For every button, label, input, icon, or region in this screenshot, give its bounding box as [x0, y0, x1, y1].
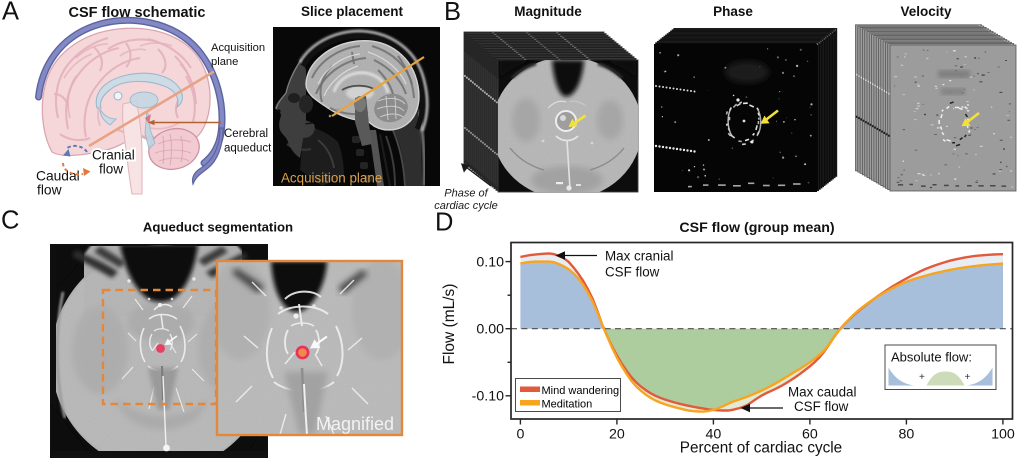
- svg-text:Acquisition plane: Acquisition plane: [281, 171, 382, 186]
- svg-text:Slice placement: Slice placement: [301, 4, 404, 19]
- svg-text:0.00: 0.00: [476, 322, 504, 338]
- svg-text:Percent of cardiac cycle: Percent of cardiac cycle: [680, 440, 842, 457]
- svg-text:Max caudal: Max caudal: [788, 385, 857, 400]
- svg-text:D: D: [435, 209, 453, 237]
- svg-text:Phase of: Phase of: [444, 188, 488, 200]
- svg-text:CSF flow (group mean): CSF flow (group mean): [679, 220, 835, 236]
- svg-text:CSF flow schematic: CSF flow schematic: [69, 5, 206, 21]
- svg-text:40: 40: [706, 427, 722, 443]
- svg-text:20: 20: [609, 427, 625, 443]
- svg-text:-0.10: -0.10: [472, 389, 504, 405]
- svg-text:Phase: Phase: [713, 4, 753, 19]
- svg-text:CSF flow: CSF flow: [605, 265, 660, 280]
- svg-text:B: B: [444, 0, 461, 26]
- svg-text:Magnitude: Magnitude: [514, 4, 582, 19]
- svg-text:C: C: [1, 207, 19, 235]
- svg-text:Caudal: Caudal: [36, 169, 80, 184]
- svg-text:Magnified: Magnified: [316, 414, 394, 434]
- svg-text:aqueduct: aqueduct: [224, 143, 272, 155]
- svg-text:Acquisition: Acquisition: [211, 42, 265, 54]
- svg-text:flow: flow: [37, 183, 62, 198]
- svg-text:Aqueduct segmentation: Aqueduct segmentation: [143, 220, 293, 235]
- svg-text:Absolute flow:: Absolute flow:: [891, 350, 972, 365]
- svg-text:flow: flow: [99, 162, 123, 177]
- svg-text:Max cranial: Max cranial: [605, 249, 673, 264]
- svg-text:0.10: 0.10: [476, 255, 504, 271]
- svg-text:80: 80: [899, 427, 915, 443]
- svg-text:cardiac cycle: cardiac cycle: [434, 200, 498, 212]
- svg-text:Flow (mL/s): Flow (mL/s): [441, 284, 458, 365]
- svg-text:100: 100: [991, 427, 1015, 443]
- svg-text:Cerebral: Cerebral: [224, 128, 268, 140]
- svg-text:Cranial: Cranial: [92, 148, 135, 163]
- svg-text:A: A: [2, 0, 19, 26]
- svg-text:plane: plane: [211, 56, 238, 68]
- svg-text:Velocity: Velocity: [900, 4, 952, 19]
- svg-text:+: +: [965, 372, 971, 383]
- svg-text:60: 60: [802, 427, 818, 443]
- svg-text:Meditation: Meditation: [542, 399, 593, 411]
- svg-text:CSF flow: CSF flow: [794, 399, 849, 414]
- svg-text:+: +: [919, 372, 925, 383]
- svg-text:Mind wandering: Mind wandering: [542, 385, 620, 397]
- svg-text:0: 0: [516, 427, 524, 443]
